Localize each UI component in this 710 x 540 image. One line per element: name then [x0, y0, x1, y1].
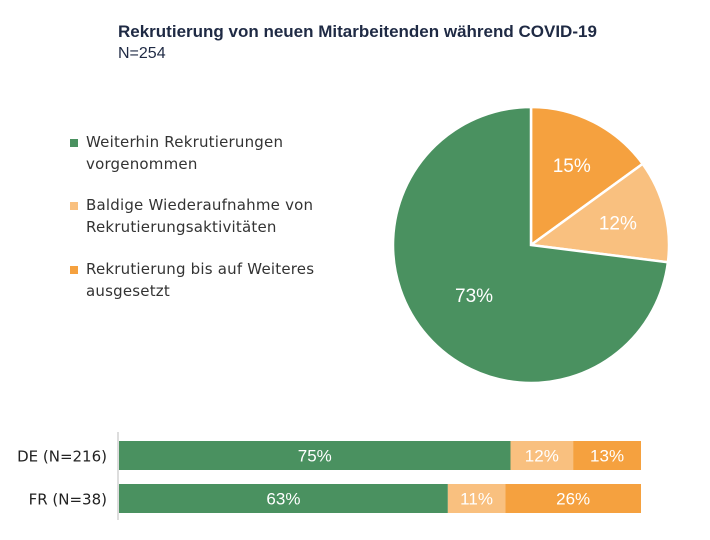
legend-swatch [70, 266, 78, 274]
legend-swatch [70, 202, 78, 210]
pie-slice [527, 162, 671, 264]
pie-slice [391, 105, 670, 385]
bar-segment [505, 484, 641, 513]
bar-data-label: 12% [525, 447, 559, 466]
bar-segment [119, 441, 511, 470]
bar-segment [447, 484, 506, 513]
chart-subtitle: N=254 [118, 45, 166, 62]
legend-item: Baldige Wiederaufnahme von Rekrutierungs… [70, 194, 340, 238]
legend-label: Weiterhin Rekrutierungen vorgenommen [86, 133, 284, 173]
bar-data-label: 75% [298, 447, 332, 466]
category-label: DE (N=216) [17, 448, 107, 466]
bar-data-label: 26% [556, 490, 590, 509]
pie-slice-label: 12% [599, 214, 637, 235]
pie-slice-label: 73% [455, 286, 493, 307]
bar-data-label: 13% [590, 447, 624, 466]
pie-slice [529, 105, 645, 248]
bar-segment [573, 441, 641, 470]
legend-item: Rekrutierung bis auf Weiteres ausgesetzt [70, 258, 340, 302]
chart-title: Rekrutierung von neuen Mitarbeitenden wä… [118, 22, 597, 41]
category-label: FR (N=38) [29, 491, 107, 509]
legend-item: Weiterhin Rekrutierungen vorgenommen [70, 131, 340, 175]
legend-label: Baldige Wiederaufnahme von Rekrutierungs… [86, 196, 314, 236]
bar-segment [510, 441, 574, 470]
bar-data-label: 11% [460, 490, 493, 509]
legend-swatch [70, 139, 78, 147]
legend-label: Rekrutierung bis auf Weiteres ausgesetzt [86, 260, 315, 300]
bar-segment [119, 484, 448, 513]
pie-slice-label: 15% [553, 156, 591, 177]
bar-data-label: 63% [266, 490, 300, 509]
